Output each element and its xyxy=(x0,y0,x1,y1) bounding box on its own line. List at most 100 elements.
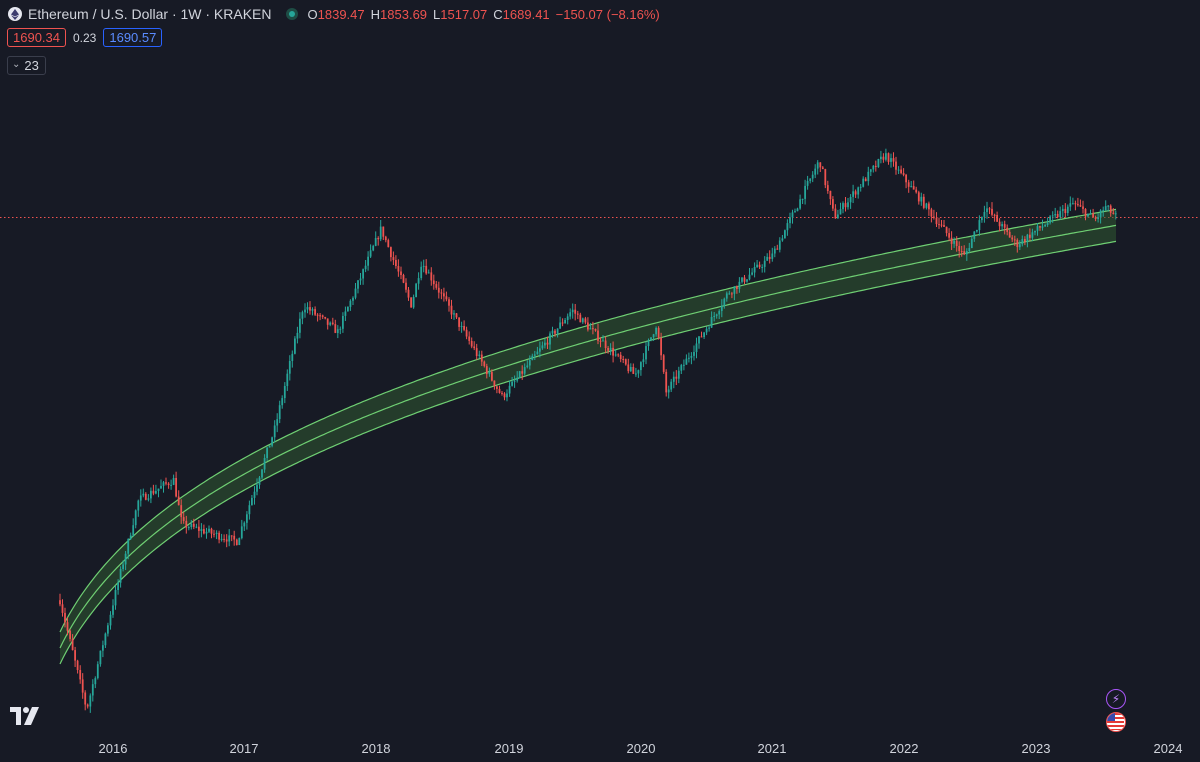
candle-body xyxy=(180,505,183,518)
x-tick-2019: 2019 xyxy=(494,741,524,756)
candle-body xyxy=(854,191,857,195)
candle-body xyxy=(824,169,827,186)
candle xyxy=(574,304,577,321)
candle xyxy=(897,166,900,174)
candle-body xyxy=(256,484,258,492)
candle xyxy=(662,354,665,374)
candle-body xyxy=(114,590,117,606)
candle xyxy=(703,331,705,339)
candle-body xyxy=(955,240,958,246)
open-label: O xyxy=(307,6,318,22)
candle-body xyxy=(248,505,251,515)
candle-body xyxy=(66,622,69,631)
candle-body xyxy=(655,327,657,335)
candle-body xyxy=(367,256,369,266)
candle xyxy=(874,160,877,172)
candle xyxy=(251,495,253,506)
time-axis[interactable]: 2016 2017 2018 2019 2020 2021 2022 2023 … xyxy=(0,734,1200,762)
candle-body xyxy=(799,199,801,209)
candle-body xyxy=(425,265,428,274)
candle xyxy=(862,176,865,188)
lightning-icon[interactable]: ⚡ xyxy=(1106,689,1126,709)
candle-body xyxy=(680,365,683,371)
candle xyxy=(766,253,769,261)
candle xyxy=(304,303,306,318)
candle-body xyxy=(599,340,602,342)
candle-body xyxy=(339,328,342,330)
candle-body xyxy=(319,315,321,317)
candle-body xyxy=(839,209,842,215)
candle xyxy=(314,306,316,316)
candle-body xyxy=(364,265,367,270)
candle xyxy=(485,363,488,379)
tradingview-logo-icon[interactable] xyxy=(10,705,40,732)
candle-body xyxy=(559,322,561,329)
candle-body xyxy=(137,500,140,511)
candle-body xyxy=(122,564,124,569)
candle-body xyxy=(1094,217,1097,219)
candle xyxy=(119,566,122,588)
candle xyxy=(281,395,284,409)
candle-body xyxy=(286,373,289,386)
symbol-title[interactable]: Ethereum / U.S. Dollar · 1W · KRAKEN xyxy=(28,6,272,22)
candle-body xyxy=(528,360,531,366)
candle xyxy=(460,321,463,333)
candle xyxy=(806,175,809,190)
candle-body xyxy=(86,704,89,707)
candle-body xyxy=(488,372,491,375)
candle xyxy=(364,260,367,273)
candle-body xyxy=(177,496,180,506)
candle xyxy=(508,380,511,397)
candle-body xyxy=(465,329,468,337)
candle-body xyxy=(392,257,395,260)
candle xyxy=(614,349,617,357)
candle xyxy=(604,336,607,354)
candle xyxy=(988,207,991,214)
candle xyxy=(402,273,405,284)
candle xyxy=(177,490,180,506)
candle-body xyxy=(1066,206,1069,213)
candle-body xyxy=(546,342,549,345)
candle xyxy=(814,164,817,179)
sell-price-button[interactable]: 1690.34 xyxy=(7,28,66,47)
candle xyxy=(832,196,834,211)
candle-body xyxy=(296,332,299,339)
market-status-icon[interactable] xyxy=(285,8,298,20)
candle-body xyxy=(240,526,243,539)
candle xyxy=(246,511,248,530)
candle-body xyxy=(741,277,743,282)
candle-body xyxy=(473,346,476,349)
candle xyxy=(622,355,625,363)
candle xyxy=(579,312,582,323)
candle xyxy=(667,385,670,399)
indicators-toggle-button[interactable]: ⌄ 23 xyxy=(7,56,46,75)
candle-body xyxy=(801,198,804,200)
candle xyxy=(922,193,925,210)
candle xyxy=(198,520,200,538)
candle-body xyxy=(766,256,769,261)
candle-body xyxy=(513,380,516,382)
candle-body xyxy=(753,267,756,273)
candle-body xyxy=(84,692,87,705)
candle xyxy=(564,318,566,324)
candle-body xyxy=(220,538,223,540)
x-tick-2018: 2018 xyxy=(361,741,391,756)
candle-body xyxy=(94,678,97,685)
candle-body xyxy=(354,288,357,298)
candle-body xyxy=(983,212,986,217)
candle-body xyxy=(1114,213,1117,215)
candle-body xyxy=(751,272,753,275)
candle-body xyxy=(165,482,167,484)
candle xyxy=(753,262,756,278)
chart-canvas[interactable] xyxy=(0,0,1200,734)
candle-body xyxy=(1001,224,1003,227)
candle xyxy=(791,209,794,224)
buy-price-button[interactable]: 1690.57 xyxy=(103,28,163,47)
candle-body xyxy=(448,299,450,306)
candle xyxy=(796,207,799,212)
candle-body xyxy=(493,380,496,387)
candle xyxy=(731,291,733,299)
us-flag-icon[interactable] xyxy=(1106,712,1126,732)
candle xyxy=(296,326,299,344)
candle-body xyxy=(326,318,329,325)
